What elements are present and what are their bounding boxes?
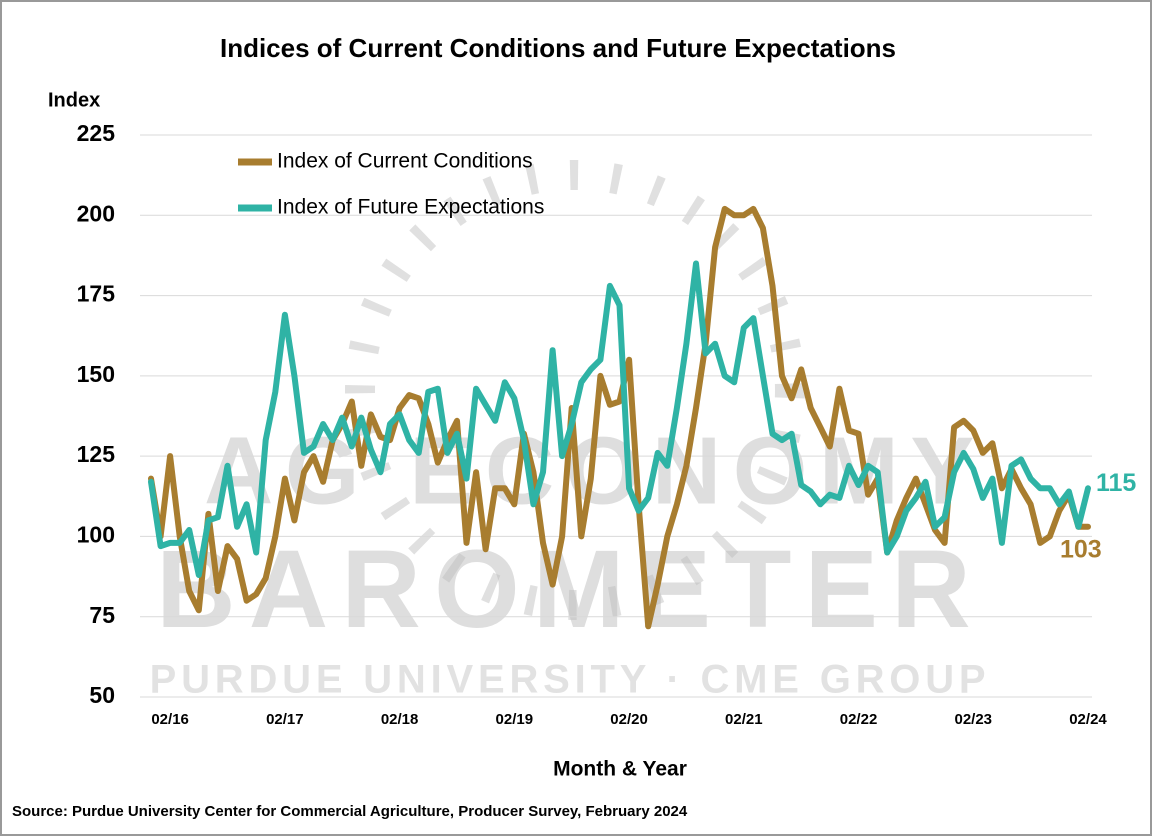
legend-label: Index of Current Conditions <box>277 150 533 173</box>
x-tick-label: 02/22 <box>840 711 878 728</box>
watermark-text: PURDUE UNIVERSITY · CME GROUP <box>150 658 991 702</box>
y-tick-label: 100 <box>77 522 115 548</box>
y-tick-label: 50 <box>89 682 115 708</box>
y-tick-label: 200 <box>77 200 115 226</box>
x-tick-label: 02/19 <box>496 711 534 728</box>
y-axis-label: Index <box>48 89 100 111</box>
y-tick-label: 150 <box>77 361 115 387</box>
x-tick-label: 02/17 <box>266 711 304 728</box>
x-tick-label: 02/18 <box>381 711 419 728</box>
x-tick-label: 02/20 <box>610 711 648 728</box>
x-tick-label: 02/23 <box>954 711 992 728</box>
series-line <box>148 260 1091 578</box>
y-tick-label: 125 <box>77 441 116 467</box>
x-axis-label: Month & Year <box>553 758 687 781</box>
end-label: 103 <box>1060 535 1102 563</box>
watermark-text: BAROMETER <box>156 528 984 651</box>
end-label: 115 <box>1096 469 1136 497</box>
source: Source: Purdue University Center for Com… <box>12 803 688 820</box>
y-tick-label: 75 <box>89 602 115 628</box>
chart-title: Indices of Current Conditions and Future… <box>220 33 896 63</box>
legend-label: Index of Future Expectations <box>277 196 544 219</box>
y-tick-label: 225 <box>77 120 116 146</box>
x-tick-label: 02/16 <box>151 711 189 728</box>
y-tick-label: 175 <box>77 281 116 307</box>
x-tick-label: 02/24 <box>1069 711 1107 728</box>
x-tick-label: 02/21 <box>725 711 763 728</box>
